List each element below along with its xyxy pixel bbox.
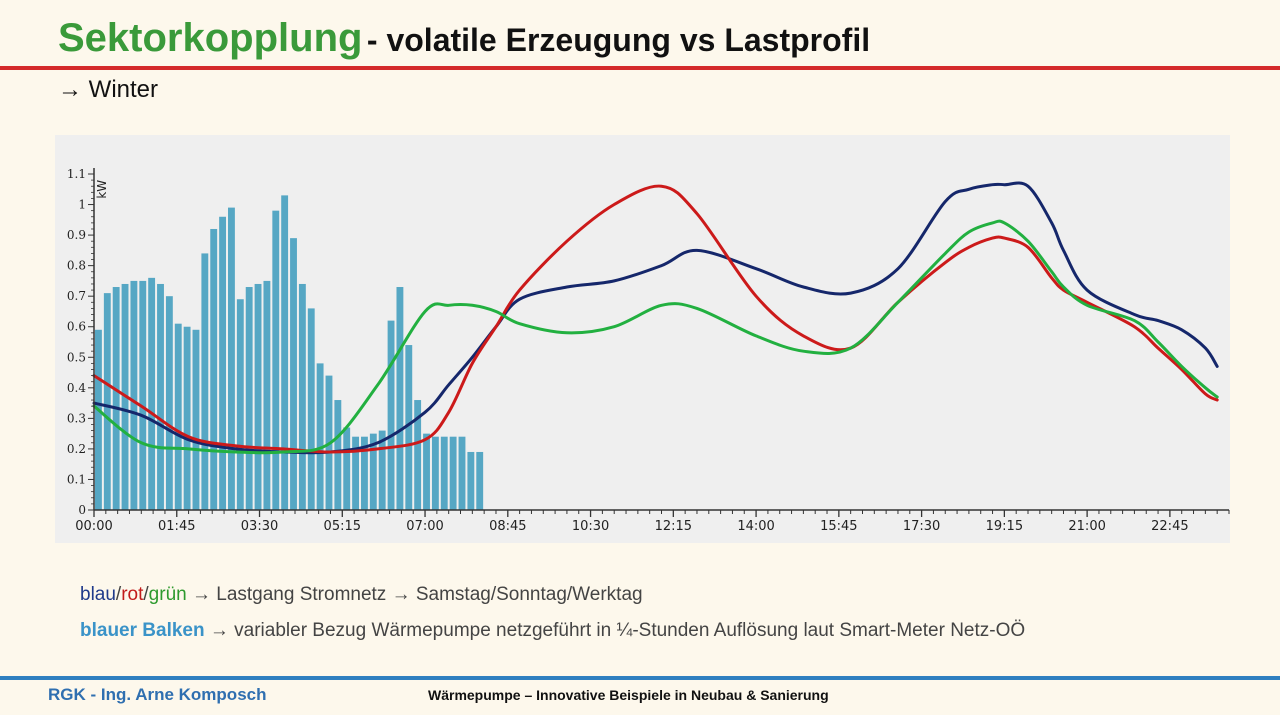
chart-bar bbox=[458, 436, 466, 510]
y-tick-label: 0.2 bbox=[67, 442, 86, 456]
x-tick-label: 15:45 bbox=[820, 519, 857, 534]
chart-bar bbox=[387, 320, 395, 510]
y-tick-label: 0.9 bbox=[67, 228, 86, 242]
title-divider bbox=[0, 66, 1280, 70]
chart-bar bbox=[245, 287, 253, 510]
x-tick-label: 22:45 bbox=[1151, 519, 1188, 534]
legend-red-word: rot bbox=[121, 584, 144, 605]
y-tick-label: 0 bbox=[78, 503, 86, 517]
legend-bars: blauer Balken → variabler Bezug Wärmepum… bbox=[80, 620, 1025, 642]
footer-author: RGK - Ing. Arne Komposch bbox=[48, 685, 267, 704]
chart-bar bbox=[298, 283, 306, 510]
chart-bar bbox=[467, 451, 475, 510]
chart-bar bbox=[352, 436, 360, 510]
x-tick-label: 12:15 bbox=[655, 519, 692, 534]
y-tick-label: 0.8 bbox=[67, 259, 86, 273]
chart-bar bbox=[431, 436, 439, 510]
chart-bar bbox=[157, 283, 164, 510]
chart-bar bbox=[210, 228, 218, 510]
title-sub: - volatile Erzeugung vs Lastprofil bbox=[366, 22, 871, 58]
legend-green-word: grün bbox=[148, 584, 187, 605]
x-tick-label: 05:15 bbox=[324, 519, 361, 534]
footer-title: Wärmepumpe – Innovative Beispiele in Neu… bbox=[428, 687, 829, 703]
chart-bar bbox=[414, 400, 422, 510]
chart-bar bbox=[183, 326, 191, 510]
legend-bar-word: blauer Balken bbox=[80, 620, 205, 641]
chart-bar bbox=[165, 296, 173, 510]
chart-bar bbox=[396, 287, 404, 510]
series-line-blue bbox=[92, 181, 1219, 455]
chart-bar bbox=[281, 195, 289, 510]
legend-lines: blau/rot/grün → Lastgang Stromnetz → Sam… bbox=[80, 584, 643, 606]
x-tick-label: 08:45 bbox=[489, 519, 526, 534]
y-tick-label: 0.4 bbox=[67, 381, 86, 395]
chart-bar bbox=[378, 430, 386, 510]
y-tick-label: 1 bbox=[78, 198, 86, 212]
x-tick-label: 00:00 bbox=[75, 519, 112, 534]
x-tick-label: 21:00 bbox=[1068, 519, 1105, 534]
x-tick-label: 19:15 bbox=[986, 519, 1023, 534]
chart-bar bbox=[228, 207, 235, 510]
chart-bar bbox=[236, 299, 244, 510]
chart-bar bbox=[219, 216, 227, 510]
footer-divider bbox=[0, 676, 1280, 680]
chart-bar bbox=[423, 433, 430, 510]
legend-blue-word: blau bbox=[80, 584, 116, 605]
chart-bar bbox=[440, 436, 448, 510]
chart-bar bbox=[361, 436, 368, 510]
chart-bar bbox=[263, 280, 271, 510]
chart-bar bbox=[130, 280, 138, 510]
x-tick-label: 14:00 bbox=[737, 519, 774, 534]
legend-sep-2: / bbox=[143, 584, 149, 605]
chart-bar bbox=[405, 345, 413, 510]
chart-bar bbox=[307, 308, 315, 510]
chart: 0 0.1 0.2 0.3 0.4 0.5 0.6 0.7 0.8 0.9 1 1.1 kW 00:00 0… bbox=[67, 167, 1230, 534]
x-tick-label: 01:45 bbox=[158, 519, 195, 534]
chart-bar bbox=[316, 363, 324, 510]
slide-title: Sektorkopplung - volatile Erzeugung vs L… bbox=[58, 18, 870, 58]
chart-bar bbox=[272, 210, 280, 510]
chart-area: 0 0.1 0.2 0.3 0.4 0.5 0.6 0.7 0.8 0.9 1 1.1 kW 00:00 0… bbox=[55, 135, 1230, 543]
x-tick-label: 17:30 bbox=[903, 519, 940, 534]
chart-bar bbox=[148, 277, 156, 510]
chart-bar bbox=[476, 451, 484, 510]
y-tick-label: 1.1 bbox=[67, 167, 86, 181]
chart-bar bbox=[95, 329, 102, 510]
chart-bar bbox=[139, 280, 147, 510]
y-axis-label: kW bbox=[95, 180, 109, 199]
y-tick-label: 0.3 bbox=[67, 411, 86, 425]
chart-bar bbox=[290, 238, 297, 510]
series-line-green bbox=[92, 219, 1219, 455]
legend-bars-text: → variabler Bezug Wärmepumpe netzgeführt… bbox=[204, 620, 1026, 641]
chart-bar bbox=[334, 400, 342, 510]
chart-bar bbox=[112, 287, 120, 510]
chart-bar bbox=[369, 433, 377, 510]
y-tick-label: 0.1 bbox=[67, 472, 86, 486]
slide-subtitle: → Winter bbox=[58, 76, 159, 103]
series-line-red bbox=[92, 184, 1219, 454]
legend-lines-text: → Lastgang Stromnetz → Samstag/Sonntag/W… bbox=[186, 584, 643, 605]
x-tick-label: 07:00 bbox=[406, 519, 443, 534]
chart-bar bbox=[449, 436, 457, 510]
chart-bar bbox=[192, 329, 200, 510]
x-tick-label: 10:30 bbox=[572, 519, 609, 534]
chart-bar bbox=[201, 253, 209, 510]
legend-sep-1: / bbox=[115, 584, 122, 605]
y-tick-label: 0.6 bbox=[67, 320, 86, 334]
title-main: Sektorkopplung bbox=[58, 16, 363, 60]
chart-bar bbox=[343, 427, 351, 510]
chart-bar bbox=[103, 293, 111, 510]
y-tick-label: 0.5 bbox=[67, 350, 86, 364]
chart-bar bbox=[254, 283, 262, 510]
y-tick-label: 0.7 bbox=[67, 289, 86, 303]
x-tick-label: 03:30 bbox=[241, 519, 278, 534]
chart-bar bbox=[174, 323, 182, 510]
